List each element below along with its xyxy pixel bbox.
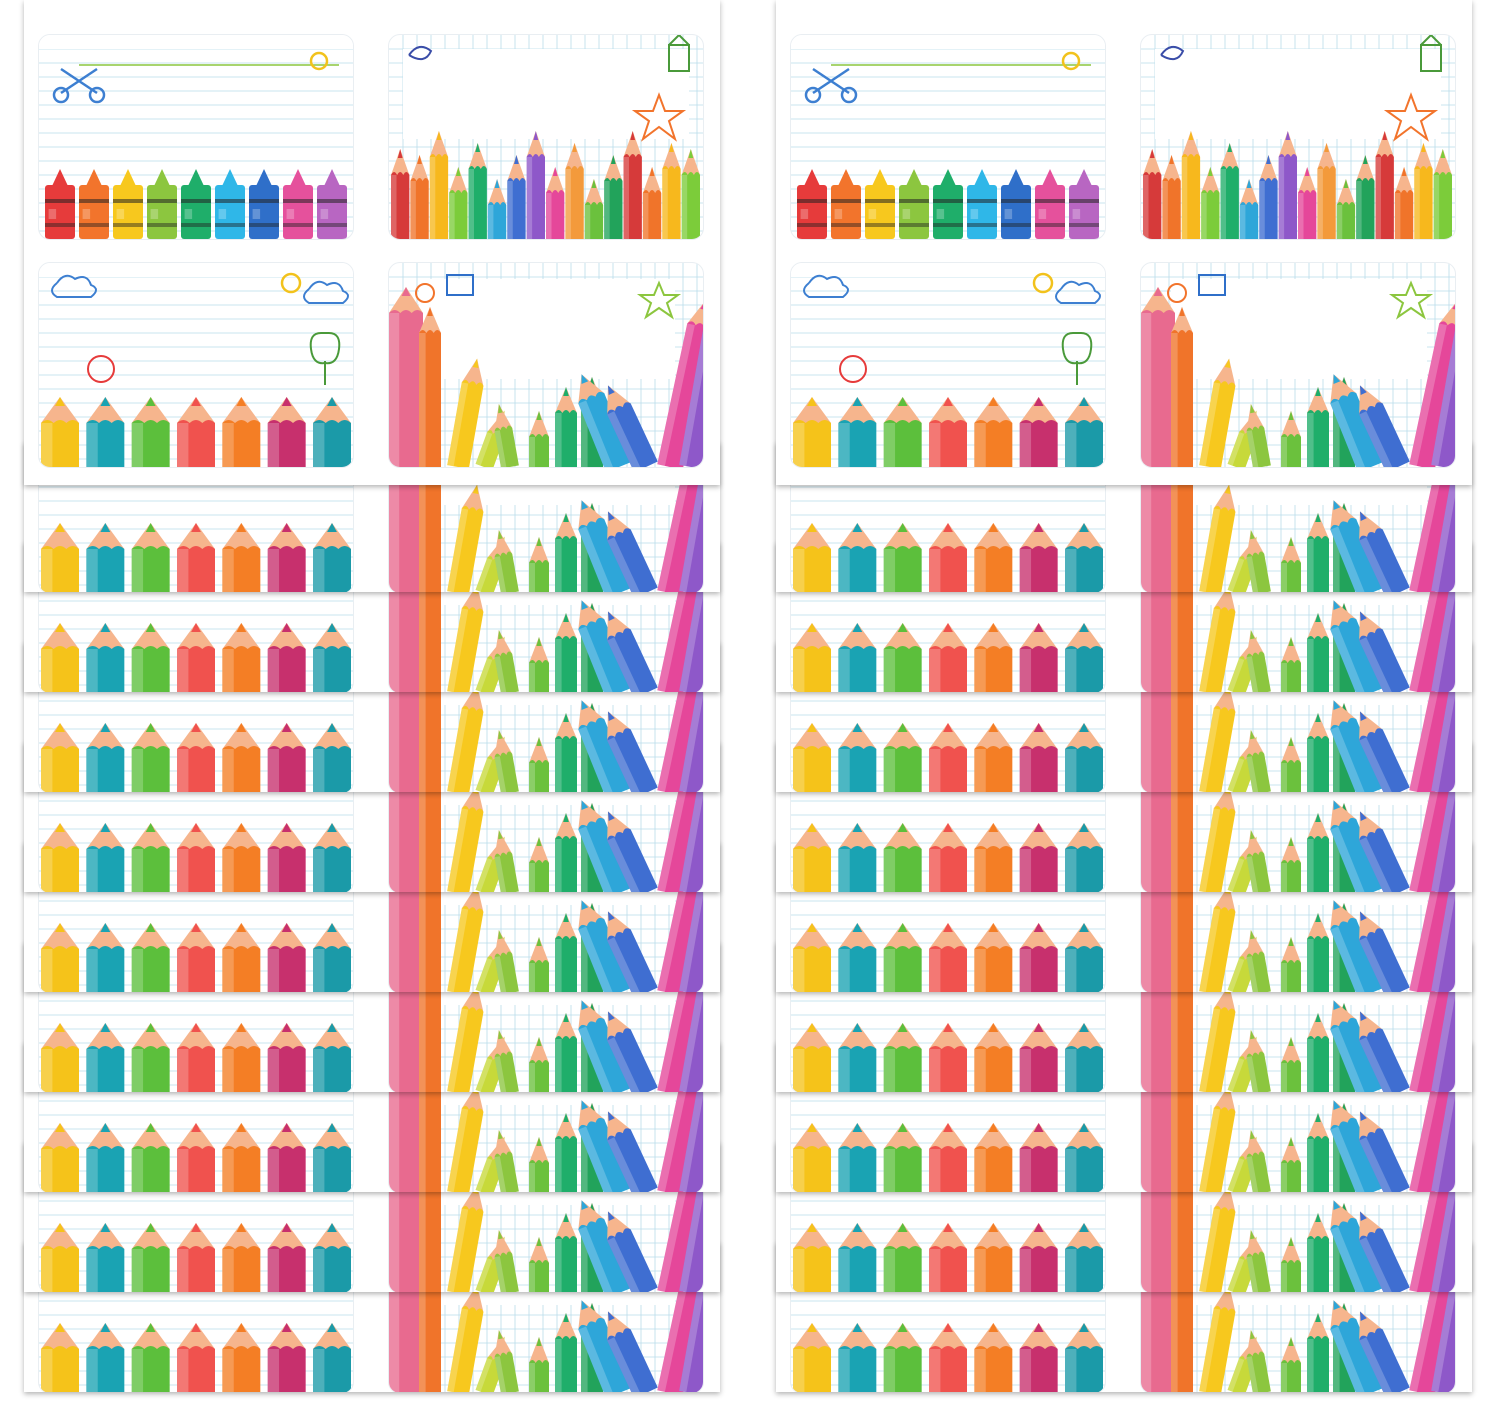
crayon-label bbox=[1140, 542, 1456, 692]
pencil-grid-label bbox=[1140, 34, 1456, 240]
label-artwork bbox=[791, 444, 1105, 592]
label-artwork bbox=[791, 263, 1105, 467]
crayon-label bbox=[388, 442, 704, 592]
label-artwork bbox=[389, 442, 703, 592]
label-sheet-front bbox=[24, 0, 720, 485]
pencil-grid-label bbox=[388, 34, 704, 240]
doodle-pencil-label bbox=[38, 262, 354, 468]
label-artwork bbox=[389, 35, 703, 239]
label-artwork bbox=[791, 544, 1105, 692]
label-artwork bbox=[1141, 263, 1455, 467]
label-artwork bbox=[39, 1244, 353, 1392]
label-artwork bbox=[389, 263, 703, 467]
label-artwork bbox=[791, 35, 1105, 239]
label-artwork bbox=[39, 35, 353, 239]
label-artwork bbox=[39, 944, 353, 1092]
label-artwork bbox=[39, 844, 353, 992]
label-artwork bbox=[39, 1144, 353, 1292]
label-artwork bbox=[39, 263, 353, 467]
label-artwork bbox=[791, 844, 1105, 992]
pencil-label bbox=[38, 942, 354, 1092]
label-artwork bbox=[39, 444, 353, 592]
doodle-crayon-label bbox=[1140, 262, 1456, 468]
label-artwork bbox=[1141, 35, 1455, 239]
crayon-row-label bbox=[38, 34, 354, 240]
crayon-label bbox=[1140, 842, 1456, 992]
label-artwork bbox=[1141, 842, 1455, 992]
label-sheet-front bbox=[776, 0, 1472, 485]
label-artwork bbox=[791, 744, 1105, 892]
label-artwork bbox=[791, 1044, 1105, 1192]
label-sheet-stack-left bbox=[24, 0, 720, 1392]
label-artwork bbox=[39, 744, 353, 892]
doodle-crayon-label bbox=[388, 262, 704, 468]
label-sheet-stack-right bbox=[776, 0, 1472, 1392]
label-artwork bbox=[39, 544, 353, 692]
crayon-row-label bbox=[790, 34, 1106, 240]
doodle-pencil-label bbox=[790, 262, 1106, 468]
